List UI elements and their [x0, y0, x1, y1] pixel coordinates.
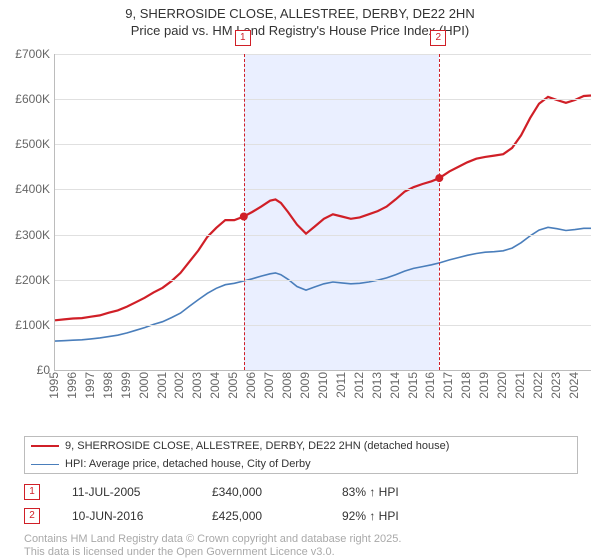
x-tick-label: 2019 — [477, 372, 491, 399]
gridline-y — [55, 144, 591, 145]
x-tick-label: 2012 — [352, 372, 366, 399]
sale-row-2: 2 10-JUN-2016 £425,000 92% ↑ HPI — [24, 508, 452, 524]
x-tick-label: 2004 — [208, 372, 222, 399]
marker-box: 1 — [235, 30, 251, 46]
y-tick-label: £600K — [2, 92, 50, 106]
x-tick-label: 2011 — [334, 372, 348, 398]
marker-line — [439, 54, 440, 370]
sale-date-2: 10-JUN-2016 — [72, 509, 212, 523]
x-tick-label: 2021 — [513, 372, 527, 399]
x-tick-label: 1996 — [65, 372, 79, 399]
x-tick-label: 2010 — [316, 372, 330, 399]
x-tick-label: 2000 — [137, 372, 151, 399]
x-tick-label: 2022 — [531, 372, 545, 399]
x-tick-label: 2016 — [423, 372, 437, 399]
x-tick-label: 1999 — [119, 372, 133, 399]
gridline-y — [55, 235, 591, 236]
x-tick-label: 2017 — [441, 372, 455, 399]
series-svg — [55, 54, 591, 370]
attribution: Contains HM Land Registry data © Crown c… — [24, 533, 401, 560]
chart-title: 9, SHERROSIDE CLOSE, ALLESTREE, DERBY, D… — [0, 6, 600, 21]
x-tick-label: 2013 — [370, 372, 384, 399]
x-tick-label: 2006 — [244, 372, 258, 399]
x-tick-label: 2020 — [495, 372, 509, 399]
marker-box: 2 — [430, 30, 446, 46]
sale-price-2: £425,000 — [212, 509, 342, 523]
y-tick-label: £700K — [2, 47, 50, 61]
x-tick-label: 1998 — [101, 372, 115, 399]
marker-line — [244, 54, 245, 370]
x-tick-label: 2023 — [549, 372, 563, 399]
legend-box: 9, SHERROSIDE CLOSE, ALLESTREE, DERBY, D… — [24, 436, 578, 474]
gridline-y — [55, 189, 591, 190]
legend-label-hpi: HPI: Average price, detached house, City… — [65, 458, 311, 470]
x-tick-label: 2003 — [190, 372, 204, 399]
y-tick-label: £0 — [2, 363, 50, 377]
x-axis-labels: 1995199619971998199920002001200220032004… — [54, 372, 590, 394]
sale-price-1: £340,000 — [212, 485, 342, 499]
x-tick-label: 2015 — [406, 372, 420, 399]
legend-swatch-subject — [31, 445, 59, 447]
attribution-line-2: This data is licensed under the Open Gov… — [24, 546, 401, 560]
attribution-line-1: Contains HM Land Registry data © Crown c… — [24, 533, 401, 547]
y-tick-label: £500K — [2, 137, 50, 151]
y-tick-label: £400K — [2, 182, 50, 196]
x-tick-label: 2018 — [459, 372, 473, 399]
sale-hpi-2: 92% ↑ HPI — [342, 509, 452, 523]
x-tick-label: 2024 — [567, 372, 581, 399]
y-tick-label: £300K — [2, 228, 50, 242]
plot-area: 1995199619971998199920002001200220032004… — [0, 54, 600, 394]
x-tick-label: 2008 — [280, 372, 294, 399]
x-tick-label: 2001 — [155, 372, 169, 399]
chart-subtitle: Price paid vs. HM Land Registry's House … — [0, 23, 600, 38]
x-tick-label: 2005 — [226, 372, 240, 399]
x-tick-label: 2007 — [262, 372, 276, 399]
sale-date-1: 11-JUL-2005 — [72, 485, 212, 499]
gridline-y — [55, 99, 591, 100]
gridline-y — [55, 280, 591, 281]
gridline-y — [55, 325, 591, 326]
sale-hpi-1: 83% ↑ HPI — [342, 485, 452, 499]
sale-row-1: 1 11-JUL-2005 £340,000 83% ↑ HPI — [24, 484, 452, 500]
x-tick-label: 2002 — [172, 372, 186, 399]
plot-rect — [54, 54, 591, 371]
legend-swatch-hpi — [31, 464, 59, 465]
y-tick-label: £200K — [2, 273, 50, 287]
x-tick-label: 2009 — [298, 372, 312, 399]
legend-label-subject: 9, SHERROSIDE CLOSE, ALLESTREE, DERBY, D… — [65, 440, 449, 452]
sale-marker-2: 2 — [24, 508, 40, 524]
sale-marker-1: 1 — [24, 484, 40, 500]
gridline-y — [55, 54, 591, 55]
series-subject — [55, 96, 591, 321]
x-tick-label: 1997 — [83, 372, 97, 399]
y-tick-label: £100K — [2, 318, 50, 332]
x-tick-label: 2014 — [388, 372, 402, 399]
